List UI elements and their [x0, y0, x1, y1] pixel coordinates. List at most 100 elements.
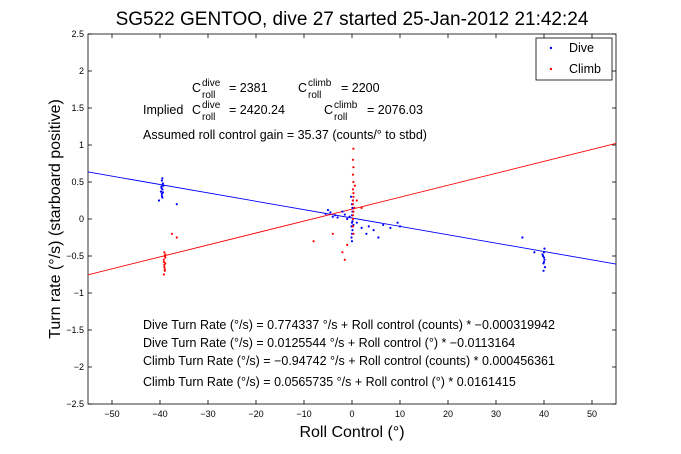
climb-point [352, 232, 355, 235]
climb-point [331, 232, 334, 235]
climb-point [164, 256, 167, 259]
dive-point [542, 260, 546, 264]
legend-box [535, 37, 613, 81]
fit-equation-climb-degrees: Climb Turn Rate (°/s) = 0.0565735 °/s + … [143, 375, 516, 389]
y-tick-label: 2 [79, 66, 84, 76]
x-tick-label: 30 [491, 409, 501, 419]
dive-point [160, 179, 164, 182]
climb-point [351, 225, 355, 228]
x-tick-label: 10 [395, 409, 405, 419]
c-climb-sub: roll [308, 90, 321, 101]
climb-point [351, 199, 355, 202]
climb-point [163, 251, 166, 254]
climb-point [352, 166, 355, 169]
climb-point [355, 199, 358, 202]
imp-climb-sup: climb [334, 100, 358, 111]
climb-point [162, 273, 165, 276]
dive-point [346, 217, 349, 221]
legend: Dive Climb [535, 37, 613, 81]
chart-title: SG522 GENTOO, dive 27 started 25-Jan-201… [116, 9, 589, 30]
data-points [157, 147, 547, 276]
climb-point [352, 210, 355, 213]
y-tick-label: −2.5 [66, 399, 84, 409]
dive-point [331, 215, 334, 218]
dive-point [365, 232, 368, 235]
dive-point [351, 206, 354, 209]
climb-point [163, 263, 166, 266]
climb-point [352, 147, 355, 150]
x-tick-label: 0 [349, 409, 354, 419]
dive-point [372, 229, 375, 232]
climb-point [353, 184, 356, 187]
y-tick-label: 2.5 [71, 29, 84, 39]
dive-point [349, 195, 353, 198]
climb-point [163, 268, 166, 271]
dive-point [377, 236, 380, 239]
legend-label-climb: Climb [569, 62, 601, 76]
dive-point [396, 221, 399, 224]
climb-point [162, 258, 165, 261]
dive-point [157, 199, 161, 202]
dive-point [161, 182, 164, 185]
x-tick-label: 40 [539, 409, 549, 419]
climb-point [351, 203, 355, 206]
dive-point [162, 184, 165, 187]
c-climb-base: C [298, 81, 307, 95]
x-tick-label: 50 [587, 409, 597, 419]
x-tick-label: −30 [200, 409, 215, 419]
dive-point [542, 251, 546, 254]
c-dive-sub: roll [202, 90, 215, 101]
climb-point [360, 206, 363, 209]
dive-point [343, 213, 346, 216]
dive-point [350, 236, 353, 239]
dive-point [336, 216, 339, 219]
dive-point [161, 191, 164, 194]
dive-point [351, 229, 354, 232]
dive-point [398, 225, 402, 228]
climb-point [343, 258, 346, 261]
x-axis-label: Roll Control (°) [299, 424, 404, 441]
c-dive-sup: dive [202, 78, 221, 89]
dive-point [360, 226, 363, 229]
climb-point [351, 158, 355, 161]
x-tick-label: 20 [443, 409, 453, 419]
climb-point [162, 260, 165, 264]
climb-point [346, 243, 349, 246]
dive-point [543, 258, 546, 261]
climb-point [170, 232, 174, 235]
c-climb-val: = 2200 [341, 81, 380, 95]
dive-point [348, 215, 351, 218]
fit-line [88, 143, 616, 276]
roll-gain-annotation: Assumed roll control gain = 35.37 (count… [143, 128, 427, 142]
climb-point [164, 253, 167, 256]
y-tick-label: −0.5 [66, 251, 84, 261]
climb-point [353, 206, 356, 209]
dive-point [334, 214, 337, 217]
y-tick-label: −1 [74, 288, 84, 298]
y-tick-label: −1.5 [66, 325, 84, 335]
roll-coefficients: C dive roll = 2381 C climb roll = 2200 I… [143, 78, 427, 142]
dive-point [175, 203, 178, 206]
fit-equation-dive-degrees: Dive Turn Rate (°/s) = 0.0125544 °/s + R… [143, 336, 515, 350]
climb-point [312, 240, 315, 243]
y-tick-label: 0 [79, 214, 84, 224]
legend-label-dive: Dive [569, 41, 594, 55]
climb-point [352, 180, 355, 184]
fit-equations: Dive Turn Rate (°/s) = 0.774337 °/s + Ro… [143, 318, 555, 389]
climb-point [351, 173, 355, 176]
climb-point [351, 214, 355, 217]
fit-lines [88, 143, 616, 276]
dive-point [355, 221, 358, 224]
imp-climb-val: = 2076.03 [367, 103, 423, 117]
y-tick-label: −2 [74, 362, 84, 372]
c-dive-base: C [192, 81, 201, 95]
y-tick-label: 1 [79, 140, 84, 150]
imp-dive-sub: roll [202, 112, 215, 123]
y-tick-label: 1.5 [71, 103, 84, 113]
dive-point [389, 226, 392, 229]
dive-point [350, 240, 354, 243]
fit-line [88, 171, 616, 265]
dive-point [541, 253, 544, 256]
x-tick-label: −10 [296, 409, 311, 419]
imp-climb-sub: roll [334, 112, 347, 123]
